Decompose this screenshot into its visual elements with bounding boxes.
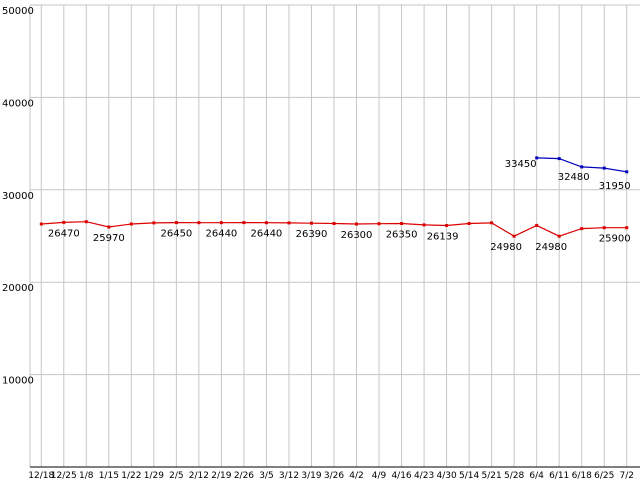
price-series-red-marker bbox=[242, 221, 246, 225]
price-series-red-value-label: 25970 bbox=[93, 233, 125, 244]
price-series-red-marker bbox=[557, 234, 561, 238]
price-series-red-marker bbox=[107, 225, 111, 229]
price-series-red-marker bbox=[422, 223, 426, 227]
price-series-red-marker bbox=[39, 222, 43, 226]
x-tick-label: 6/18 bbox=[572, 471, 592, 480]
x-tick-label: 2/26 bbox=[234, 471, 254, 480]
x-tick-label: 2/5 bbox=[169, 471, 183, 480]
x-tick-label: 4/16 bbox=[391, 471, 411, 480]
price-series-red-value-label: 26139 bbox=[427, 232, 459, 243]
price-series-red-marker bbox=[62, 220, 66, 224]
y-tick-label: 20000 bbox=[2, 283, 34, 294]
price-series-blue-marker bbox=[580, 165, 584, 169]
price-series-red-value-label: 25900 bbox=[599, 234, 631, 245]
y-tick-label: 50000 bbox=[2, 6, 34, 17]
price-series-red-value-label: 26300 bbox=[341, 230, 373, 241]
x-tick-label: 6/4 bbox=[529, 471, 544, 480]
price-series-blue-marker bbox=[625, 170, 629, 174]
x-tick-label: 5/14 bbox=[459, 471, 479, 480]
x-tick-label: 5/28 bbox=[504, 471, 524, 480]
price-series-red-marker bbox=[535, 223, 539, 227]
x-tick-label: 12/18 bbox=[28, 471, 54, 480]
price-series-red-marker bbox=[400, 222, 404, 225]
price-series-red-value-label: 26350 bbox=[386, 230, 418, 241]
x-tick-label: 4/23 bbox=[414, 471, 434, 480]
price-series-red-marker bbox=[355, 222, 358, 226]
price-series-red-marker bbox=[152, 221, 156, 225]
price-series-red-marker bbox=[84, 220, 88, 224]
x-tick-label: 7/2 bbox=[619, 471, 633, 480]
x-tick-label: 2/12 bbox=[189, 471, 209, 480]
price-series-red-marker bbox=[197, 221, 201, 225]
price-series-blue-value-label: 31950 bbox=[599, 181, 631, 192]
x-tick-label: 4/30 bbox=[436, 471, 456, 480]
price-series-red-marker bbox=[467, 222, 471, 225]
price-series-red-marker bbox=[264, 221, 268, 225]
x-tick-label: 12/25 bbox=[51, 471, 77, 480]
price-series-red-marker bbox=[129, 222, 133, 226]
price-series-red-marker bbox=[602, 226, 606, 230]
price-series-red-marker bbox=[512, 234, 516, 238]
price-series-red-value-label: 24980 bbox=[490, 242, 522, 253]
price-series-red-value-label: 26450 bbox=[160, 229, 192, 240]
x-tick-label: 6/11 bbox=[549, 471, 569, 480]
price-series-red-marker bbox=[332, 222, 336, 225]
price-series-red-marker bbox=[219, 221, 223, 225]
price-series-blue-marker bbox=[535, 156, 539, 160]
x-tick-label: 3/12 bbox=[279, 471, 299, 480]
x-tick-label: 5/21 bbox=[482, 471, 502, 480]
price-series-red-value-label: 24980 bbox=[535, 242, 567, 253]
x-tick-label: 1/22 bbox=[121, 471, 141, 480]
price-series-red-marker bbox=[287, 221, 291, 225]
price-series-red-value-label: 26440 bbox=[250, 229, 282, 240]
price-series-blue-value-label: 33450 bbox=[505, 159, 537, 170]
price-series-red-marker bbox=[174, 221, 178, 225]
price-series-red-value-label: 26470 bbox=[48, 228, 80, 239]
y-tick-label: 10000 bbox=[2, 376, 34, 387]
y-tick-label: 30000 bbox=[2, 191, 34, 202]
x-tick-label: 3/5 bbox=[259, 471, 273, 480]
y-tick-label: 40000 bbox=[2, 98, 34, 109]
x-tick-label: 4/9 bbox=[372, 471, 387, 480]
price-series-red-marker bbox=[625, 226, 629, 230]
price-series-red-marker bbox=[377, 222, 381, 226]
price-series-blue-marker bbox=[557, 157, 561, 161]
price-series-red-marker bbox=[310, 221, 313, 225]
price-series-red-value-label: 26390 bbox=[296, 229, 328, 240]
x-tick-label: 2/19 bbox=[211, 471, 231, 480]
price-series-blue-value-label: 32480 bbox=[558, 172, 590, 183]
x-tick-label: 1/8 bbox=[79, 471, 94, 480]
x-tick-label: 3/26 bbox=[324, 471, 344, 480]
price-series-red-marker bbox=[445, 224, 449, 227]
x-tick-label: 1/15 bbox=[99, 471, 119, 480]
price-series-red-marker bbox=[580, 227, 584, 231]
x-tick-label: 1/29 bbox=[144, 471, 164, 480]
price-series-red-value-label: 26440 bbox=[205, 229, 237, 240]
x-tick-label: 3/19 bbox=[301, 471, 321, 480]
price-series-blue-marker bbox=[602, 166, 606, 170]
price-series-red-marker bbox=[490, 221, 494, 225]
x-tick-label: 6/25 bbox=[594, 471, 614, 480]
x-tick-label: 4/2 bbox=[349, 471, 363, 480]
